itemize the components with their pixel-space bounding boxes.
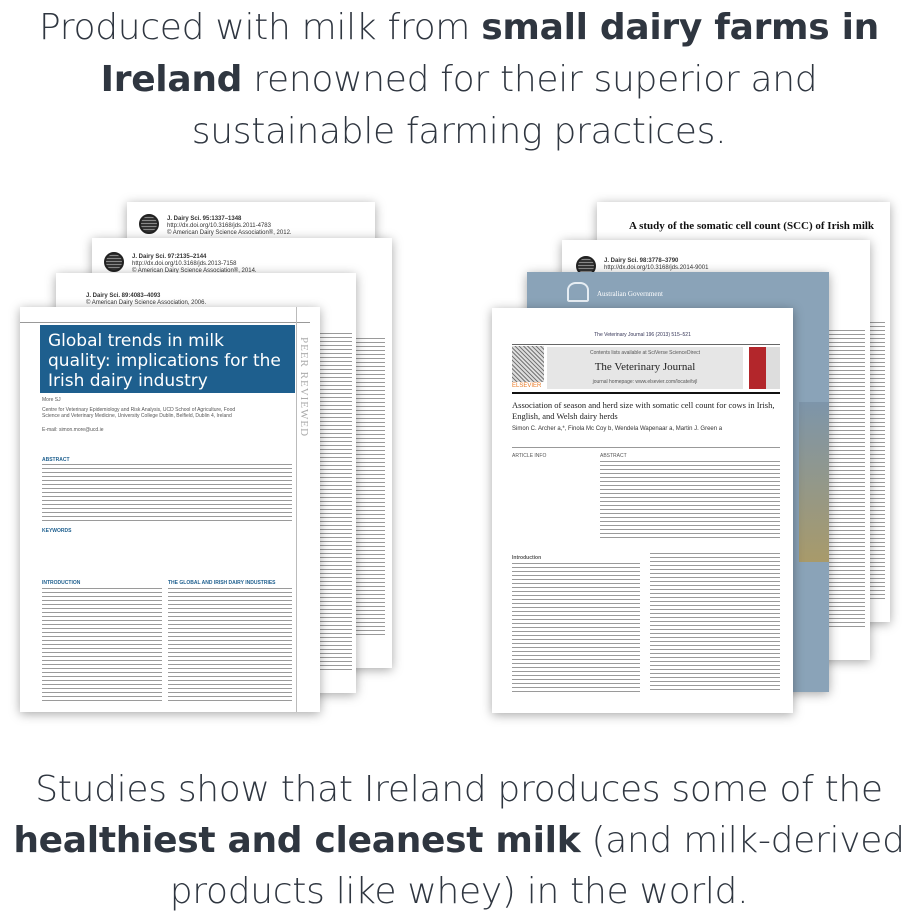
abstract-heading: ABSTRACT: [42, 457, 70, 463]
email: E-mail: simon.more@ucd.ie: [42, 427, 104, 433]
journal-ref: J. Dairy Sci. 95:1337–1348: [167, 216, 242, 222]
authors: Simon C. Archer a,*, Finola Mc Coy b, We…: [512, 426, 723, 432]
cover-image: [799, 402, 829, 562]
abstract-lines: [600, 461, 780, 541]
homepage-line: journal homepage: www.elsevier.com/locat…: [592, 379, 698, 385]
headline: Produced with milk from small dairy farm…: [0, 2, 918, 158]
journal-ref: J. Dairy Sci. 98:3778–3790: [604, 258, 679, 264]
divider: [296, 307, 297, 712]
headline-bold: small dairy farms in Ireland: [100, 7, 880, 100]
copyright: © American Dairy Science Association®, 2…: [132, 268, 257, 274]
footer-text: Studies show that Ireland produces some …: [0, 764, 918, 917]
author: More SJ: [42, 397, 61, 403]
journal-ref: The Veterinary Journal 196 (2013) 515–52…: [594, 332, 691, 338]
text-lines: [318, 333, 352, 673]
journal-ref: J. Dairy Sci. 89:4083–4093: [86, 293, 161, 299]
column-lines: [42, 588, 162, 703]
column-lines: [650, 553, 780, 693]
paper-meta: J. Dairy Sci. 97:2135–2144 http://dx.doi.…: [132, 254, 257, 275]
copyright: © American Dairy Science Association, 20…: [86, 300, 207, 306]
divider: [512, 392, 780, 394]
doi: http://dx.doi.org/10.3168/jds.2011-4783: [167, 223, 271, 229]
divider: [512, 447, 780, 448]
abstract-lines: [42, 464, 292, 524]
headline-text-end: renowned for their superior and sustaina…: [191, 59, 818, 152]
footer-text-start: Studies show that Ireland produces some …: [35, 769, 883, 810]
paper-veterinary-journal: The Veterinary Journal 196 (2013) 515–52…: [492, 308, 793, 713]
contents-line: Contents lists available at SciVerse Sci…: [589, 350, 701, 356]
paper-global-trends: Global trends in milk quality: implicati…: [20, 307, 320, 712]
headline-text: Produced with milk from: [39, 7, 482, 48]
abstract-heading: ABSTRACT: [600, 453, 627, 459]
paper-meta: J. Dairy Sci. 95:1337–1348 http://dx.doi.…: [167, 216, 292, 237]
column-lines: [512, 563, 640, 693]
journal-globe-icon: [104, 252, 124, 272]
section-heading: THE GLOBAL AND IRISH DAIRY INDUSTRIES: [168, 580, 276, 586]
journal-banner: Contents lists available at SciVerse Sci…: [547, 347, 743, 389]
footer-bold: healthiest and cleanest milk: [13, 820, 581, 861]
column-lines: [168, 588, 292, 703]
divider: [20, 322, 310, 323]
peer-reviewed-label: PEER REVIEWED: [298, 337, 310, 438]
journal-cover: [749, 347, 780, 389]
paper-meta: J. Dairy Sci. 98:3778–3790 http://dx.doi.…: [604, 258, 708, 272]
footer-text-end: (and milk-derived products like whey) in…: [169, 820, 905, 912]
affiliation: Centre for Veterinary Epidemiology and R…: [42, 407, 236, 419]
doi: http://dx.doi.org/10.3168/jds.2014-9001: [604, 265, 709, 271]
journal-globe-icon: [139, 214, 159, 234]
paper-title: Association of season and herd size with…: [512, 400, 775, 421]
paper-title: A study of the somatic cell count (SCC) …: [629, 220, 875, 232]
elsevier-tree-logo: [512, 346, 544, 382]
intro-heading: INTRODUCTION: [42, 580, 81, 586]
journal-ref: J. Dairy Sci. 97:2135–2144: [132, 254, 207, 260]
journal-name: The Veterinary Journal: [594, 361, 696, 373]
article-info-heading: ARTICLE INFO: [512, 453, 547, 459]
copyright: © American Dairy Science Association®, 2…: [167, 230, 292, 236]
keywords-heading: KEYWORDS: [42, 528, 72, 534]
intro-heading: Introduction: [512, 555, 542, 561]
paper-title: Global trends in milk quality: implicati…: [40, 325, 295, 393]
paper-meta: J. Dairy Sci. 89:4083–4093 © American Dai…: [86, 293, 206, 307]
org-name: Australian Government: [597, 290, 663, 298]
divider: [512, 344, 780, 345]
doi: http://dx.doi.org/10.3168/jds.2013-7158: [132, 261, 237, 267]
publisher-logo-text: ELSEVIER: [512, 383, 542, 389]
coat-of-arms-icon: [567, 282, 589, 302]
